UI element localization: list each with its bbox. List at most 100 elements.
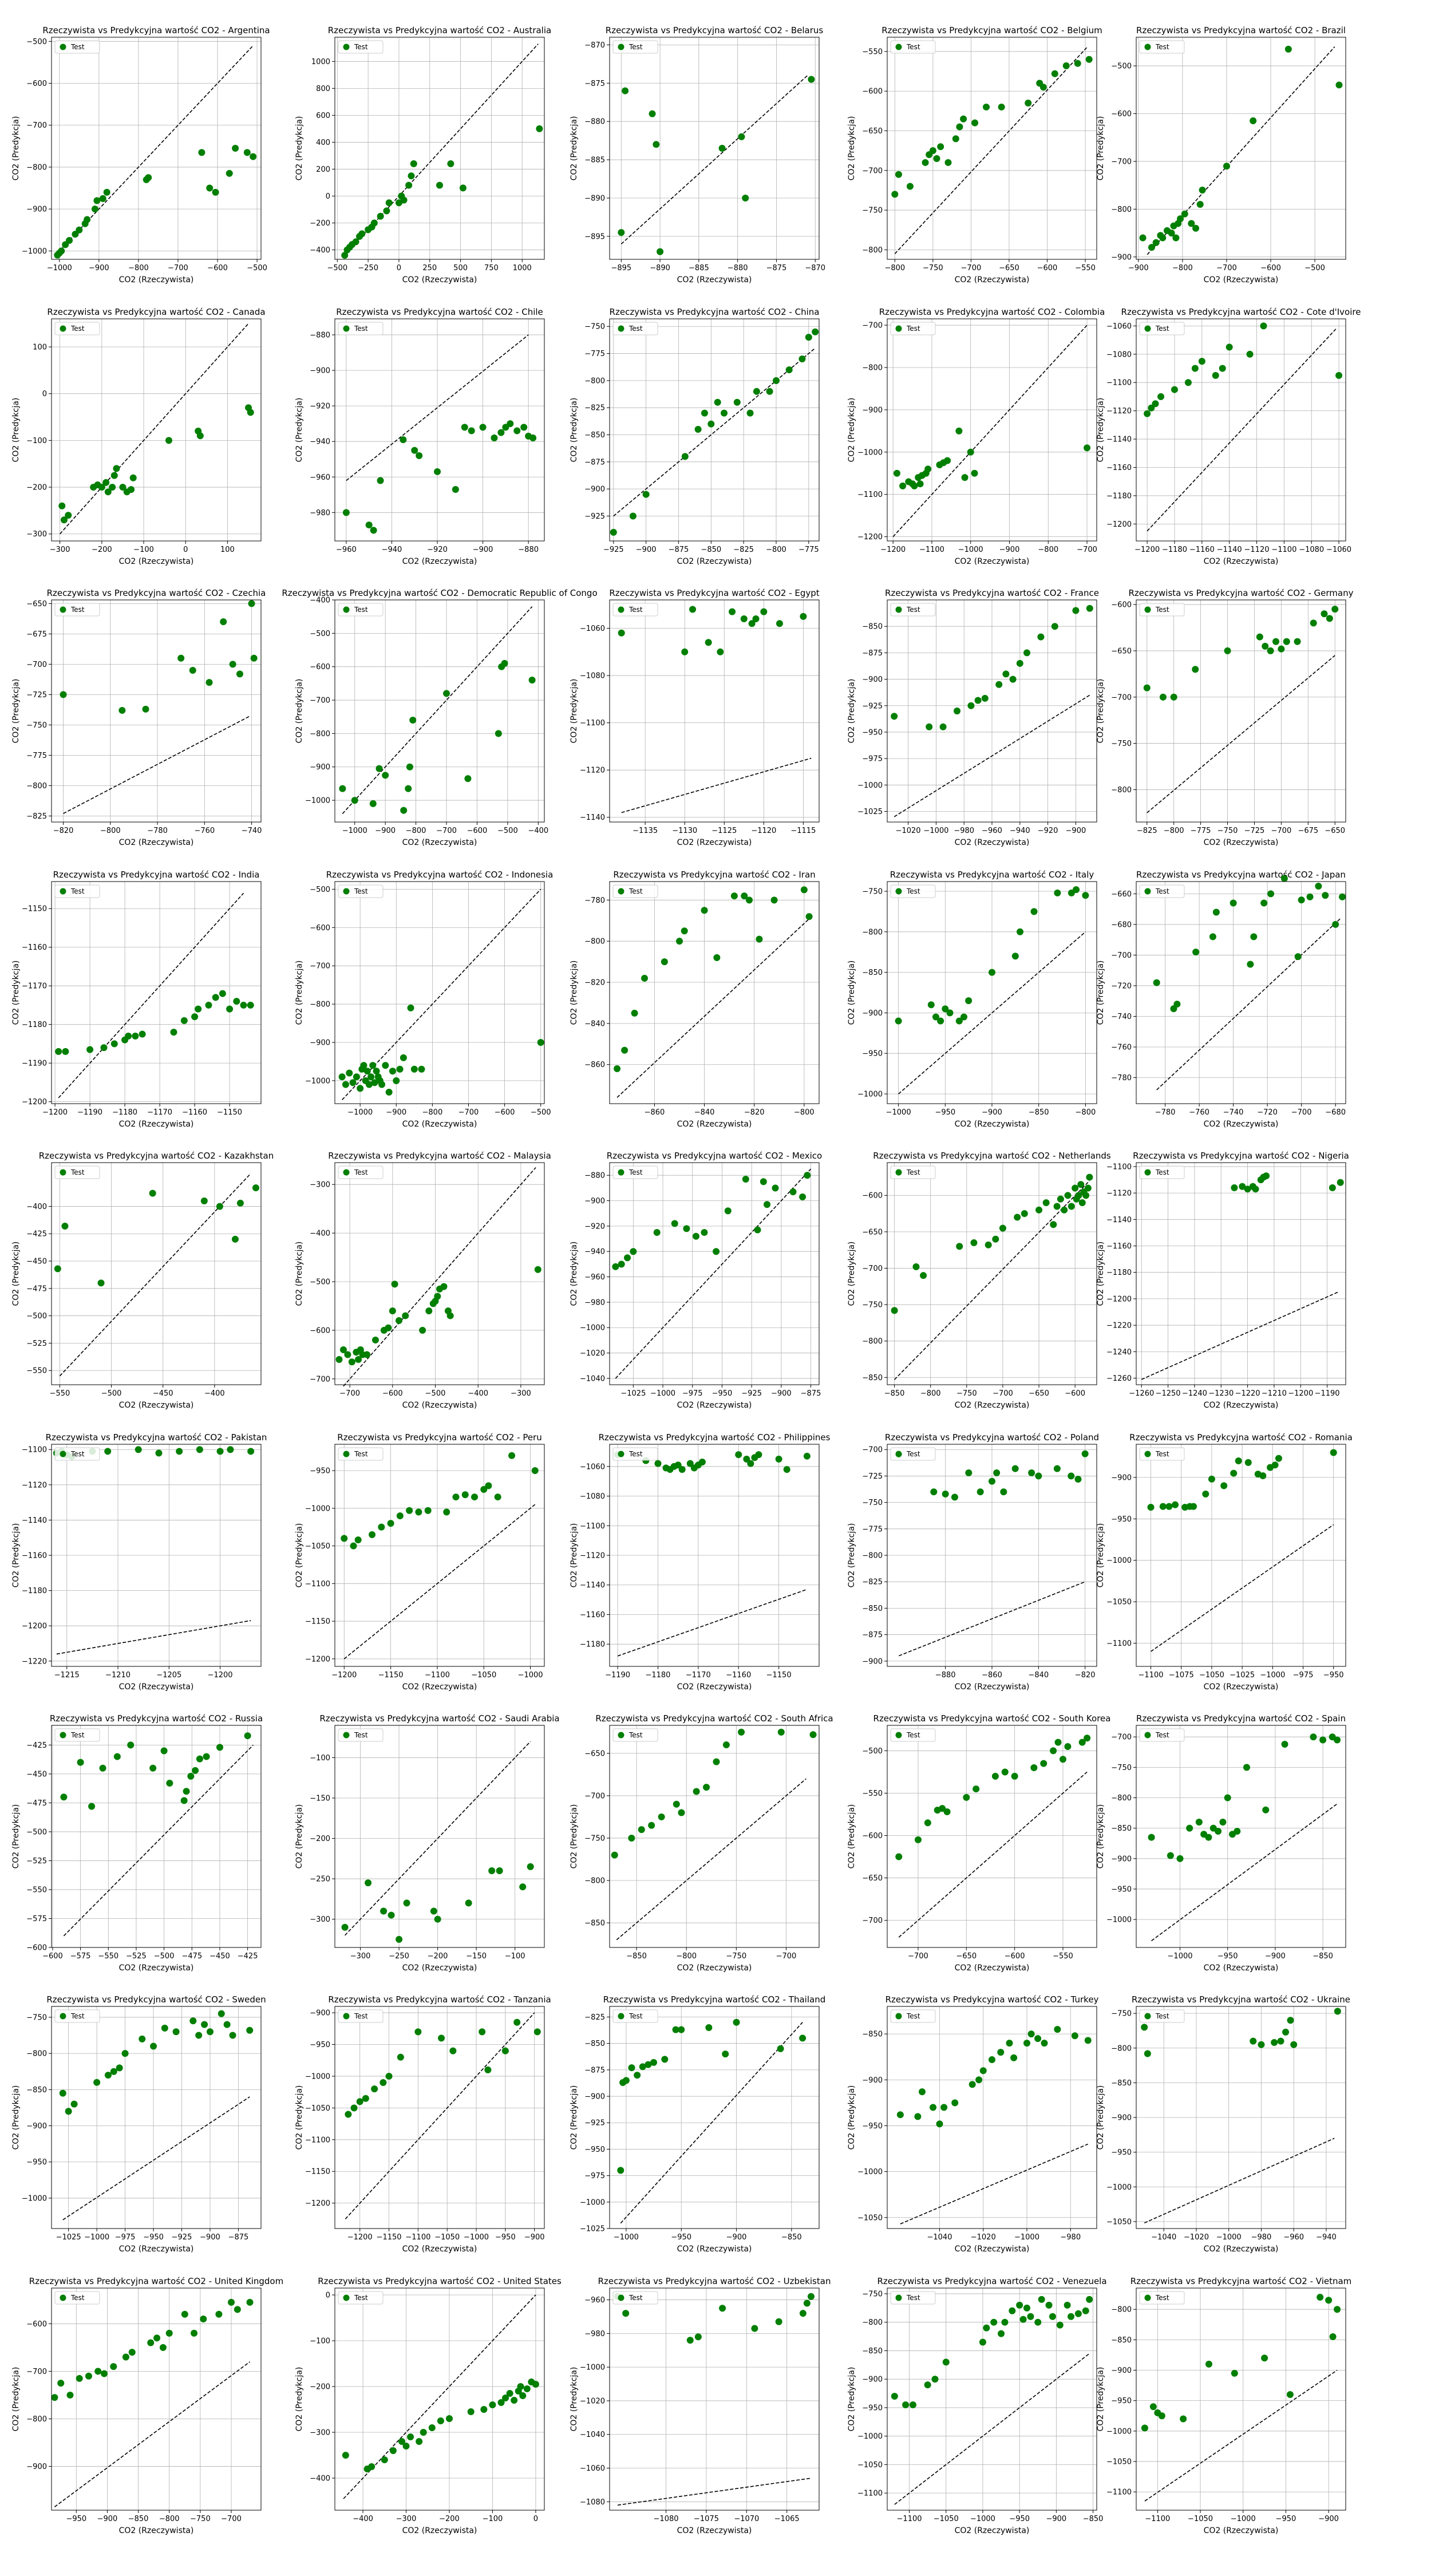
subplot-44: Rzeczywista vs Predykcyjna wartość CO2 -… [847,2276,1107,2535]
data-point [1001,1768,1009,1776]
data-point [176,1448,183,1455]
reference-line [63,716,250,814]
x-tick-label: −600 [207,264,228,272]
data-point [1041,2040,1048,2047]
data-point [800,613,807,620]
x-tick-label: −880 [935,1671,956,1680]
plot-frame [1136,318,1346,542]
legend-box [54,2009,100,2023]
reference-line [892,325,1088,538]
data-point [371,1336,379,1344]
data-point [1271,2039,1278,2046]
data-point [924,465,932,473]
data-point [1000,1488,1007,1496]
data-point [369,800,377,807]
y-tick-label: −900 [26,206,47,214]
data-point [247,409,254,416]
y-tick-label: −550 [26,1886,47,1894]
y-tick-label: −900 [862,1657,883,1666]
reference-line [60,323,249,535]
subplot-title: Rzeczywista vs Predykcyjna wartość CO2 -… [881,25,1102,35]
x-tick-label: −900 [386,1108,406,1117]
data-point [1250,2037,1257,2045]
plot-frame [887,599,1097,823]
y-tick-label: −450 [26,1770,47,1779]
x-tick-label: −890 [650,264,670,272]
data-point [240,1001,247,1009]
x-axis-label: CO2 (Rzeczywista) [677,2245,752,2254]
y-tick-label: −500 [26,38,47,46]
x-tick-label: −1150 [378,1671,404,1680]
data-point [742,194,749,202]
y-axis-label: CO2 (Predykcja) [11,1804,21,1869]
y-tick-label: −500 [26,1828,47,1836]
data-point [1223,163,1230,170]
data-point [335,1356,343,1363]
data-point [974,697,982,704]
data-point [919,2088,926,2096]
data-point [215,2310,223,2318]
y-tick-label: −1100 [1106,1639,1132,1648]
legend-marker [60,888,66,895]
data-point [1061,1206,1068,1214]
x-axis-label: CO2 (Rzeczywista) [119,2526,194,2535]
x-tick-label: −1000 [47,264,72,272]
data-point [1002,670,1010,678]
data-point [932,1013,939,1021]
data-point [991,1772,999,1780]
data-point [488,1867,496,1874]
data-point [1039,84,1047,91]
y-tick-label: −400 [310,246,330,255]
x-tick-label: −1050 [934,2515,959,2523]
x-tick-label: −1130 [672,827,697,835]
data-point [942,2358,950,2366]
data-point [1287,2017,1294,2024]
data-point [227,1446,234,1453]
y-tick-label: −1150 [22,905,47,914]
subplot-45: Rzeczywista vs Predykcyjna wartość CO2 -… [1096,2276,1351,2535]
data-point [200,2316,207,2323]
plot-frame [1136,1444,1346,1667]
data-point [170,1029,177,1036]
data-point [101,2370,108,2377]
data-point [1016,659,1023,667]
y-axis-label: CO2 (Predykcja) [1096,116,1105,181]
x-tick-label: −775 [1191,827,1211,835]
y-tick-label: −700 [584,1792,605,1800]
data-point [119,484,127,491]
data-point [385,199,393,207]
data-point [104,2072,112,2079]
y-tick-label: −925 [584,2119,605,2128]
data-point [358,230,366,238]
data-point [223,2021,231,2028]
data-point [1011,1772,1018,1780]
y-tick-label: −300 [310,2429,330,2437]
plot-frame [1136,37,1346,260]
data-point [396,1317,403,1324]
y-tick-label: −600 [862,88,883,96]
data-point [342,509,350,516]
data-point [382,772,389,779]
data-point [803,1452,811,1460]
y-tick-label: −960 [584,1273,605,1282]
legend-label: Test [354,1731,368,1739]
data-point [405,181,413,189]
data-point [1051,70,1058,77]
reference-line [1151,1524,1334,1652]
data-point [698,1459,706,1466]
data-point [205,679,213,686]
subplot-title: Rzeczywista vs Predykcyjna wartość CO2 -… [595,1713,833,1724]
data-point [701,409,708,417]
x-axis-label: CO2 (Rzeczywista) [402,2526,477,2535]
data-point [933,155,940,163]
data-point [760,608,768,615]
x-tick-label: −940 [1316,2233,1337,2242]
data-point [730,892,738,900]
legend-marker [1144,1732,1151,1739]
data-point [383,207,390,215]
data-point [981,694,989,702]
x-tick-label: −600 [382,1389,403,1398]
y-tick-label: −1140 [22,1516,47,1525]
data-point [1310,1733,1317,1741]
y-axis-label: CO2 (Predykcja) [295,2367,304,2432]
